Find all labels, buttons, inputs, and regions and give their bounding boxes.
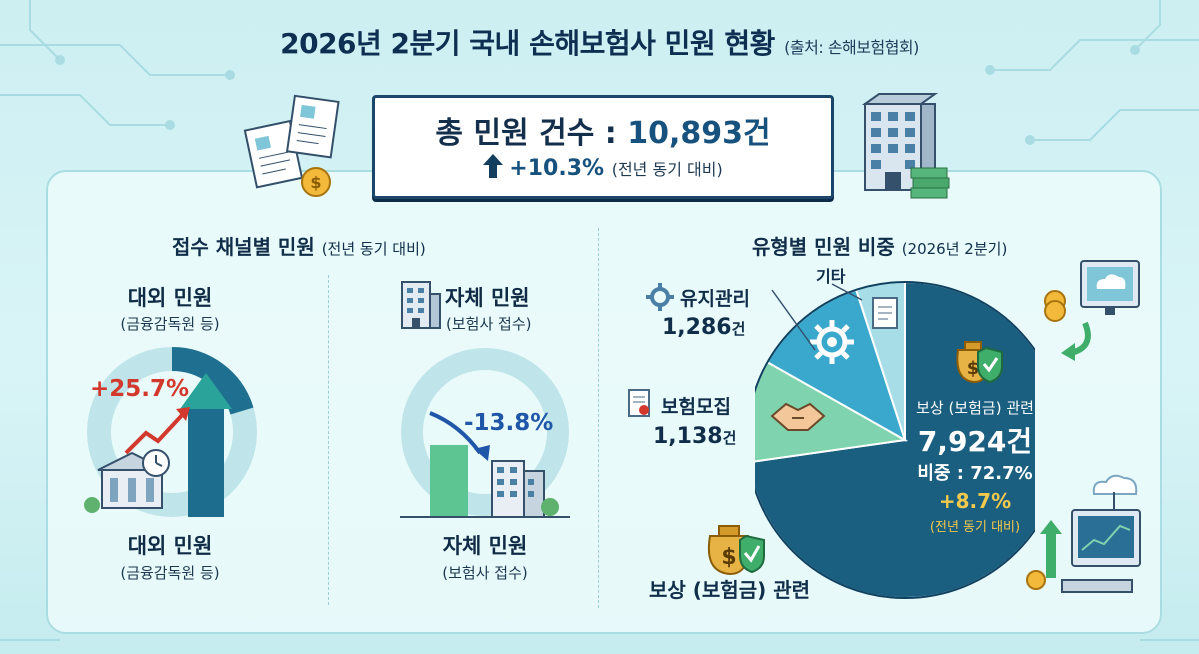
comp-pie-label: 보상 (보험금) 관련	[916, 399, 1034, 417]
bank-clock-icon	[84, 449, 170, 513]
maintenance-value: 1,286건	[662, 315, 745, 340]
gear-small-icon	[646, 283, 674, 311]
type-title-text: 유형별 민원 비중	[752, 235, 895, 259]
building-icon	[401, 281, 441, 329]
money-bag-shield-icon: $	[956, 341, 1003, 384]
type-subtitle: (2026년 2분기)	[901, 240, 1008, 258]
total-change-line: +10.3% (전년 동기 대비)	[375, 154, 831, 181]
recruitment-value: 1,138건	[653, 424, 736, 449]
maintenance-count: 1,286	[662, 315, 732, 340]
channel-divider	[328, 275, 329, 605]
callout-lines	[771, 283, 863, 351]
total-change: +10.3%	[509, 156, 605, 181]
document-icon	[872, 297, 898, 329]
recruitment-label: 보험모집	[661, 396, 731, 418]
external-bar-arrowhead	[180, 373, 232, 409]
maintenance-label: 유지관리	[680, 288, 750, 310]
up-arrow-icon	[483, 154, 504, 178]
comp-pie-change: +8.7%	[938, 489, 1012, 513]
pie-outline	[755, 281, 1035, 599]
svg-text:$: $	[721, 545, 736, 570]
comp-pie-count: 7,924건	[917, 425, 1033, 458]
total-label: 총 민원 건수 :	[435, 116, 628, 151]
total-line: 총 민원 건수 : 10,893건	[375, 108, 831, 152]
svg-text:$: $	[310, 173, 321, 192]
source-note: (출처: 손해보험협회)	[784, 38, 919, 57]
external-bottom-sublabel: (금융감독원 등)	[120, 564, 220, 582]
channel-section-title: 접수 채널별 민원 (전년 동기 대비)	[172, 231, 426, 260]
internal-sublabel: (보험사 접수)	[446, 315, 532, 333]
comp-pie-share: 비중 : 72.7%	[917, 463, 1033, 484]
internal-label: 자체 민원	[445, 286, 530, 310]
building-money-icon	[861, 93, 950, 199]
money-bag-shield-small-icon: $	[708, 525, 765, 576]
internal-gauge	[400, 348, 570, 518]
total-summary-banner: 총 민원 건수 : 10,893건 +10.3% (전년 동기 대비)	[372, 95, 834, 199]
computer-chart-icon	[1026, 474, 1141, 593]
recruitment-count: 1,138	[653, 424, 723, 449]
comp-bottom-label: 보상 (보험금) 관련	[649, 578, 811, 602]
total-value: 10,893건	[627, 116, 771, 151]
external-sublabel: (금융감독원 등)	[120, 315, 220, 333]
page-title: 2026년 2분기 국내 손해보험사 민원 현황 (출처: 손해보험협회)	[0, 22, 1199, 62]
type-section-title: 유형별 민원 비중 (2026년 2분기)	[752, 231, 1007, 260]
gear-icon	[810, 320, 854, 364]
internal-bottom-label: 자체 민원	[442, 534, 528, 558]
external-bar	[188, 407, 224, 517]
internal-change: -13.8%	[464, 410, 554, 436]
recruitment-unit: 건	[722, 429, 737, 447]
external-gauge	[84, 346, 257, 517]
monitor-cloud-icon	[1044, 260, 1140, 361]
section-divider	[598, 228, 599, 608]
total-change-note: (전년 동기 대비)	[611, 160, 723, 179]
external-label: 대외 민원	[127, 286, 213, 310]
title-text: 2026년 2분기 국내 손해보험사 민원 현황	[280, 27, 775, 60]
svg-text:$: $	[967, 358, 980, 379]
internal-bottom-sublabel: (보험사 접수)	[442, 564, 528, 582]
channel-title-text: 접수 채널별 민원	[172, 235, 315, 259]
channel-subtitle: (전년 동기 대비)	[321, 240, 426, 258]
external-bottom-label: 대외 민원	[127, 534, 213, 558]
internal-bar	[430, 445, 468, 517]
handshake-icon	[770, 402, 826, 431]
documents-coin-icon: $	[243, 94, 340, 197]
comp-pie-change-note: (전년 동기 대비)	[929, 520, 1021, 535]
external-change: +25.7%	[90, 376, 190, 402]
maintenance-unit: 건	[731, 320, 746, 338]
certificate-icon	[628, 389, 650, 417]
other-label: 기타	[816, 267, 846, 286]
